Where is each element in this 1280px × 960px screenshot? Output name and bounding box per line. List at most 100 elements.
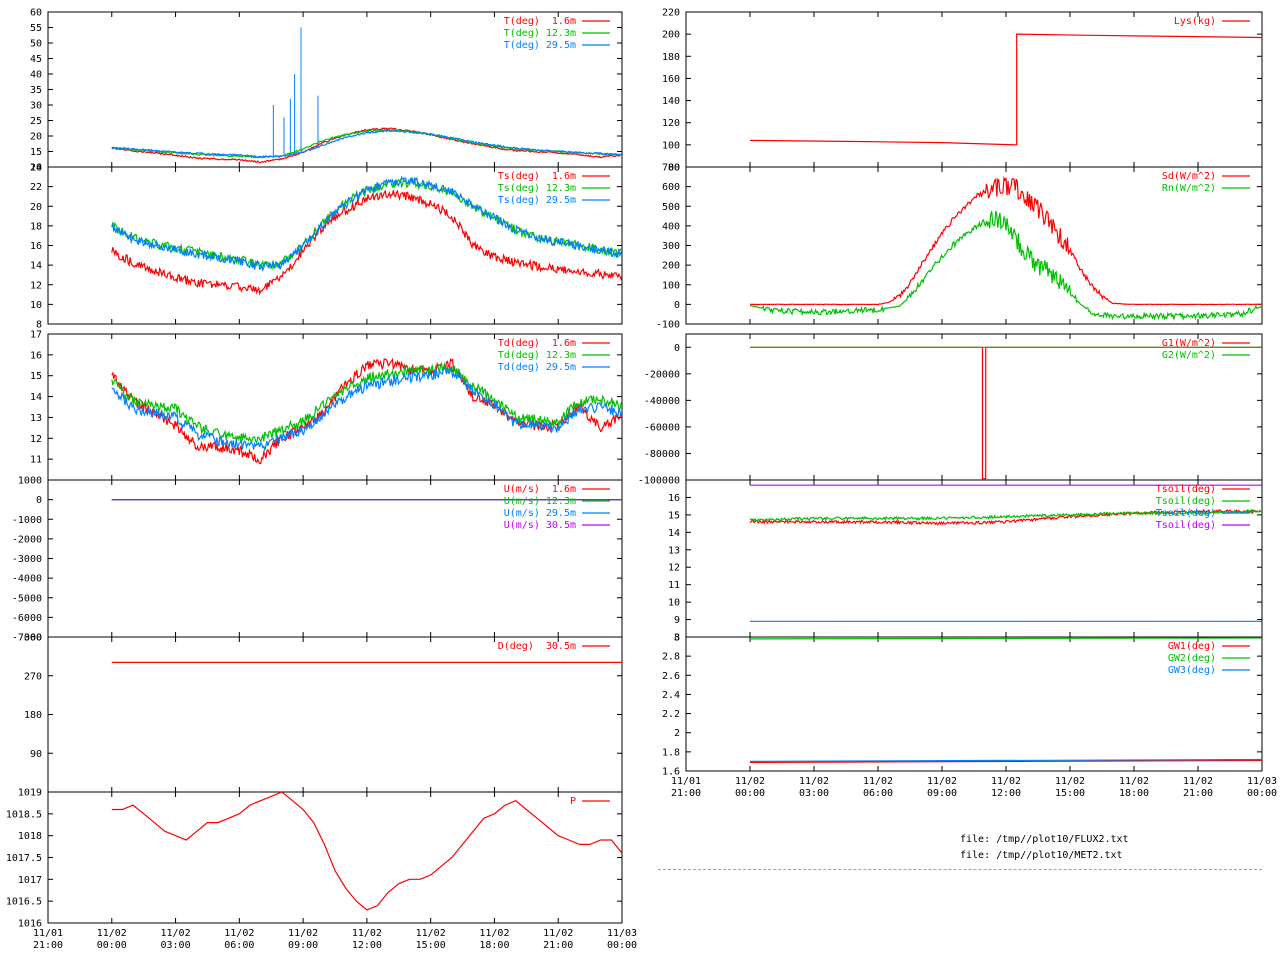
- y-tick-label: 45: [30, 54, 42, 65]
- chart-GW: 1.61.822.22.42.62.8311/0121:0011/0200:00…: [662, 633, 1277, 800]
- x-tick-label: 11/02: [799, 776, 829, 787]
- x-tick-label: 11/02: [863, 776, 893, 787]
- y-tick-label: 140: [662, 96, 680, 107]
- y-tick-label: 8: [674, 633, 680, 644]
- y-tick-label: 18: [30, 221, 42, 232]
- y-tick-label: 180: [662, 52, 680, 63]
- x-tick-label: 03:00: [161, 940, 191, 951]
- y-tick-label: 80: [668, 163, 680, 174]
- legend-label: Tsoil(deg): [1156, 508, 1216, 519]
- x-tick-label: 12:00: [352, 940, 382, 951]
- series-line: [111, 357, 622, 465]
- y-tick-label: 16: [30, 241, 42, 252]
- y-tick-label: 14: [30, 261, 42, 272]
- x-tick-label: 09:00: [927, 788, 957, 799]
- y-tick-label: 360: [24, 633, 42, 644]
- y-tick-label: 1018.5: [6, 809, 42, 820]
- x-tick-label: 11/03: [607, 928, 637, 939]
- legend-label: T(deg) 29.5m: [504, 40, 576, 51]
- y-tick-label: 500: [662, 202, 680, 213]
- y-tick-label: 3: [674, 633, 680, 644]
- plot-frame: [685, 636, 1263, 772]
- y-tick-label: -100: [656, 320, 680, 331]
- chart-U: -7000 -6000 -5000 -4000 -3000 -2000 -1000 0 1000…: [12, 476, 623, 644]
- chart-Lys: 80 100 120 140 160 180 200 220 Lys(kg): [662, 8, 1263, 174]
- series-line: [111, 366, 622, 453]
- x-tick-label: 11/02: [288, 928, 318, 939]
- y-tick-label: 1.8: [662, 747, 680, 758]
- y-tick-label: 20: [30, 132, 42, 143]
- chart-D: 90 180 270 360 D(deg) 30.5m: [24, 633, 623, 793]
- y-tick-label: 50: [30, 39, 42, 50]
- legend-label: U(m/s) 29.5m: [504, 508, 576, 519]
- y-tick-label: -4000: [12, 574, 42, 585]
- y-tick-label: -6000: [12, 613, 42, 624]
- y-tick-label: 2.8: [662, 652, 680, 663]
- y-tick-label: 160: [662, 74, 680, 85]
- x-tick-label: 06:00: [224, 940, 254, 951]
- y-tick-label: 1019: [18, 788, 42, 799]
- legend-label: Td(deg) 12.3m: [498, 350, 576, 361]
- legend-label: G2(W/m^2): [1162, 350, 1216, 361]
- y-tick-label: -5000: [12, 593, 42, 604]
- y-tick-label: 200: [662, 30, 680, 41]
- y-tick-label: -1000: [12, 515, 42, 526]
- y-tick-label: 1016: [18, 919, 42, 930]
- series-line: [750, 346, 1262, 480]
- y-tick-label: -100000: [638, 476, 680, 487]
- x-tick-label: 11/02: [224, 928, 254, 939]
- x-tick-label: 11/02: [416, 928, 446, 939]
- x-tick-label: 11/02: [161, 928, 191, 939]
- x-tick-label: 11/02: [543, 928, 573, 939]
- x-tick-label: 18:00: [1119, 788, 1149, 799]
- legend-label: GW1(deg): [1168, 641, 1216, 652]
- series-line: [111, 189, 622, 296]
- y-tick-label: 600: [662, 182, 680, 193]
- x-tick-label: 11/02: [479, 928, 509, 939]
- series-line: [111, 792, 622, 911]
- y-tick-label: 0: [674, 343, 680, 354]
- legend-label: P: [570, 796, 576, 807]
- x-tick-label: 18:00: [479, 940, 509, 951]
- y-tick-label: 14: [668, 528, 680, 539]
- y-tick-label: -2000: [12, 534, 42, 545]
- y-tick-label: -40000: [644, 396, 680, 407]
- y-tick-label: 100: [662, 280, 680, 291]
- series-line: [749, 509, 1262, 523]
- y-tick-label: 22: [30, 182, 42, 193]
- chart-Tsoil: 8910111213141516Tsoil(deg)Tsoil(deg)Tsoi…: [668, 479, 1263, 644]
- x-tick-label: 06:00: [863, 788, 893, 799]
- legend-label: Tsoil(deg): [1156, 496, 1216, 507]
- y-tick-label: 55: [30, 23, 42, 34]
- y-tick-label: 9: [674, 615, 680, 626]
- y-tick-label: 15: [668, 510, 680, 521]
- x-tick-label: 11/01: [671, 776, 701, 787]
- series-line: [749, 175, 1262, 306]
- y-tick-label: 40: [30, 70, 42, 81]
- series-line: [749, 637, 1262, 640]
- y-tick-label: 17: [30, 330, 42, 341]
- y-tick-label: 120: [662, 118, 680, 129]
- y-tick-label: 8: [36, 320, 42, 331]
- chart-SdRn: -100 0 100 200 300 400 500 600 700 Sd(W/m^2)Rn(W/…: [656, 163, 1263, 331]
- series-line: [111, 127, 622, 164]
- legend-label: Td(deg) 29.5m: [498, 362, 576, 373]
- chart-P: 10161016.510171017.510181018.5101911/012…: [6, 788, 637, 952]
- legend-label: GW2(deg): [1168, 653, 1216, 664]
- y-tick-label: 0: [36, 495, 42, 506]
- y-tick-label: -3000: [12, 554, 42, 565]
- y-tick-label: 60: [30, 8, 42, 19]
- series-line: [749, 508, 1262, 526]
- x-tick-label: 15:00: [416, 940, 446, 951]
- y-tick-label: 10: [668, 598, 680, 609]
- legend-label: U(m/s) 30.5m: [504, 520, 576, 531]
- y-tick-label: -80000: [644, 449, 680, 460]
- y-tick-label: 16: [668, 493, 680, 504]
- y-tick-label: 11: [30, 455, 42, 466]
- y-tick-label: 90: [30, 749, 42, 760]
- x-tick-label: 11/02: [1055, 776, 1085, 787]
- y-tick-label: -20000: [644, 369, 680, 380]
- y-tick-label: 700: [662, 163, 680, 174]
- separator-line: [658, 869, 1262, 870]
